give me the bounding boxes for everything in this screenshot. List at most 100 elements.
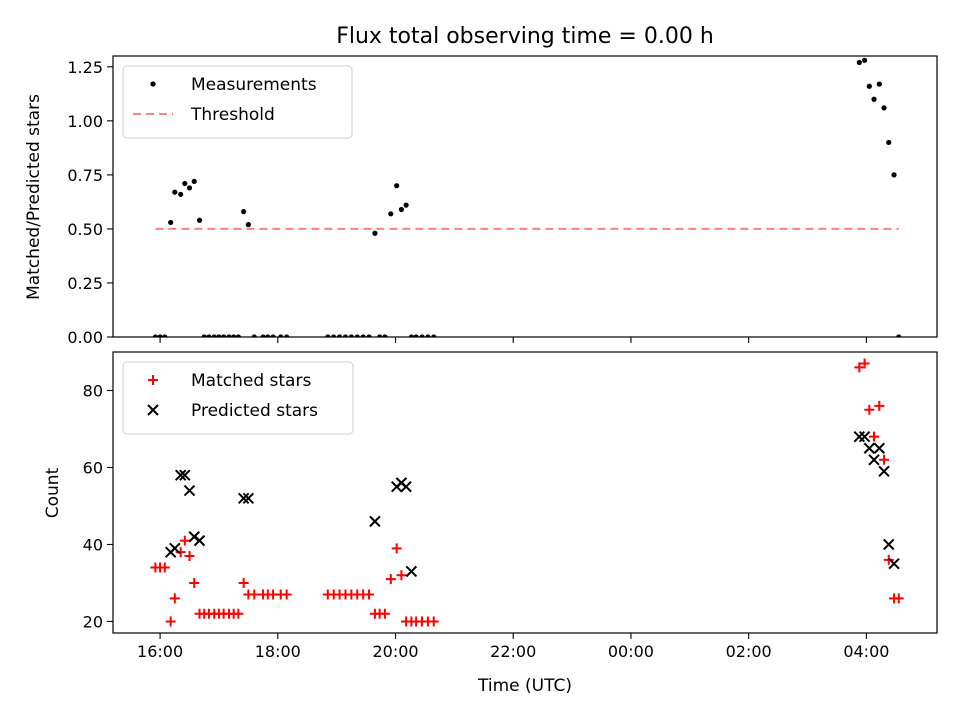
measurements-point xyxy=(360,334,366,337)
measurements-point xyxy=(178,191,184,197)
measurements-point xyxy=(245,222,251,228)
matched-stars-legend-label: Matched stars xyxy=(191,371,311,391)
measurements-point xyxy=(241,209,247,215)
measurements-point xyxy=(876,81,882,87)
predicted-stars-point xyxy=(237,492,250,504)
measurements-point xyxy=(221,334,227,337)
measurements-point xyxy=(206,334,212,337)
measurements-point xyxy=(186,185,193,191)
measurements-point xyxy=(419,334,425,337)
matched-stars-point xyxy=(379,608,390,619)
matched-stars-point xyxy=(175,547,186,558)
ratio-y-tick-label: 1.25 xyxy=(67,58,103,77)
matched-stars-point xyxy=(879,454,890,465)
measurements-point xyxy=(394,183,400,189)
measurements-point xyxy=(377,334,383,337)
measurements-point xyxy=(284,334,290,337)
matched-stars-point xyxy=(169,593,180,604)
ratio-y-axis-label: Matched/Predicted stars xyxy=(24,94,44,300)
count-panel: 16:00 18:00 20:00 22:00 00:00 02:00 04:00 20 40… xyxy=(43,351,938,696)
x-tick-label: 16:00 xyxy=(137,642,183,661)
matched-stars-point xyxy=(883,554,894,565)
ratio-y-tick-label: 0.75 xyxy=(67,166,103,185)
measurements-point xyxy=(881,105,887,111)
measurements-point xyxy=(871,96,877,102)
ratio-y-tick-label: 0.25 xyxy=(67,274,103,293)
matched-stars-point xyxy=(364,589,375,600)
measurements-point xyxy=(886,139,892,146)
predicted-stars-point xyxy=(179,469,191,481)
measurements-point xyxy=(235,334,241,337)
x-tick-label: 02:00 xyxy=(726,642,772,661)
x-tick-label: 20:00 xyxy=(372,642,418,661)
x-tick-label: 22:00 xyxy=(490,642,536,661)
measurements-point xyxy=(331,334,337,337)
ratio-panel-frame xyxy=(112,55,938,338)
predicted-stars-point xyxy=(183,484,196,497)
matched-stars-point xyxy=(428,616,439,627)
predicted-stars-point xyxy=(169,542,181,555)
count-y-axis-label: Count xyxy=(43,467,63,518)
measurements-point xyxy=(398,206,404,213)
matched-stars-point xyxy=(159,562,170,573)
count-panel-frame xyxy=(112,351,938,634)
matched-stars-point xyxy=(874,400,885,411)
measurements-point xyxy=(896,334,902,337)
measurements-point xyxy=(231,334,237,337)
measurements-point xyxy=(265,334,271,337)
measurements-point xyxy=(354,334,360,337)
matched-stars-legend-swatch xyxy=(148,375,158,385)
measurements-point xyxy=(226,334,232,337)
ratio-panel: 0.00 0.25 0.50 0.75 1.00 1.25 Matched/Predict… xyxy=(24,55,938,347)
predicted-stars-point xyxy=(863,442,876,454)
count-y-tick-label: 40 xyxy=(83,535,103,554)
measurements-point xyxy=(413,334,419,337)
ratio-legend-box xyxy=(122,65,353,139)
measurements-point xyxy=(866,83,872,89)
measurements-point xyxy=(168,219,174,226)
measurements-point xyxy=(251,334,257,337)
x-tick-label: 18:00 xyxy=(255,642,301,661)
predicted-stars-legend-label: Predicted stars xyxy=(191,401,318,421)
measurements-point xyxy=(891,172,897,178)
matched-stars-point xyxy=(233,608,244,619)
count-y-tick-label: 60 xyxy=(83,458,103,477)
measurements-point xyxy=(278,334,284,337)
measurements-point xyxy=(196,217,203,223)
predicted-stars-point xyxy=(400,481,412,493)
predicted-stars-point xyxy=(873,442,886,454)
measurements-point xyxy=(162,334,168,337)
predicted-stars-point xyxy=(193,534,206,547)
threshold-legend-label: Threshold xyxy=(190,105,275,125)
ratio-legend: Measurements Threshold xyxy=(122,65,353,139)
predicted-stars-point xyxy=(858,430,871,443)
predicted-stars-point xyxy=(188,531,200,543)
matched-stars-point xyxy=(869,431,880,442)
measurements-point xyxy=(403,202,409,208)
matched-stars-point xyxy=(391,543,402,554)
measurements-point xyxy=(157,334,163,337)
matched-stars-point xyxy=(165,616,176,627)
predicted-stars-point xyxy=(888,558,900,570)
predicted-stars-point xyxy=(369,515,381,528)
x-tick-label: 00:00 xyxy=(608,642,654,661)
matched-stars-point xyxy=(396,570,407,581)
chart-title: Flux total observing time = 0.00 h xyxy=(336,24,714,49)
predicted-stars-point xyxy=(242,492,255,504)
matched-stars-point xyxy=(864,404,875,415)
predicted-stars-point xyxy=(853,430,866,443)
measurements-point xyxy=(182,180,188,187)
count-legend: Matched stars Predicted stars xyxy=(122,361,354,435)
predicted-stars-point xyxy=(883,538,895,551)
measurements-point xyxy=(862,57,868,63)
predicted-stars-point xyxy=(405,565,418,578)
ratio-y-tick-label: 0.50 xyxy=(67,220,103,239)
measurements-point xyxy=(325,334,331,337)
measurements-point xyxy=(152,334,158,337)
measurements-point xyxy=(382,334,388,337)
matched-stars-point xyxy=(854,362,865,373)
measurements-point xyxy=(348,334,354,337)
measurements-point xyxy=(270,334,276,337)
count-legend-box xyxy=(122,361,354,435)
matched-stars-point xyxy=(859,358,870,369)
